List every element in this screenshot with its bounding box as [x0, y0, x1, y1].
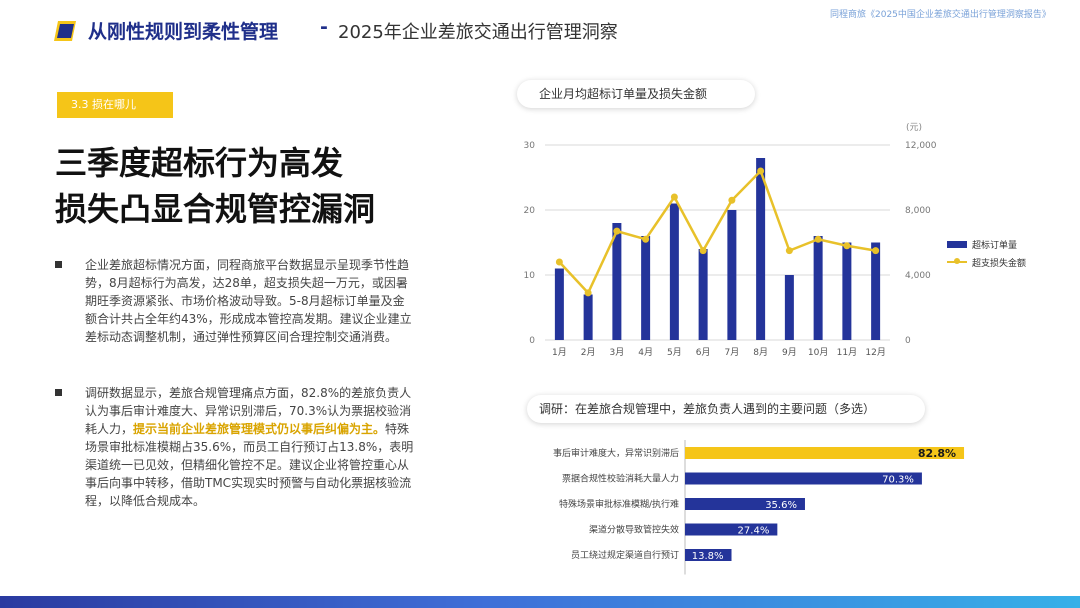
bar-4月: [641, 236, 651, 340]
survey-bar: [685, 523, 778, 536]
survey-bar: [685, 472, 922, 485]
paragraph-1-text: 企业差旅超标情况方面，同程商旅平台数据显示呈现季节性趋势，8月超标行为高发，达2…: [85, 258, 412, 344]
survey-value-label: 82.8%: [918, 447, 956, 460]
survey-value-label: 70.3%: [882, 475, 914, 486]
chart1-legend: 超标订单量 超支损失金额: [947, 236, 1026, 270]
loss-point-9月: [785, 247, 793, 255]
x-tick-label: 2月: [581, 347, 596, 358]
legend-bar-item: 超标订单量: [947, 236, 1026, 252]
header-subtitle: 2025年企业差旅交通出行管理洞察: [338, 22, 618, 43]
header-separator: -: [320, 16, 328, 38]
brand-logo-icon: [54, 21, 76, 41]
loss-point-2月: [584, 289, 592, 297]
x-tick-label: 1月: [552, 347, 567, 358]
loss-point-3月: [613, 227, 621, 235]
x-tick-label: 9月: [782, 347, 797, 358]
bar-2月: [583, 294, 593, 340]
loss-point-10月: [814, 235, 822, 243]
bar-5月: [669, 203, 679, 340]
survey-value-label: 27.4%: [738, 526, 770, 537]
x-tick-label: 8月: [753, 347, 768, 358]
loss-point-11月: [843, 242, 851, 250]
x-tick-label: 6月: [696, 347, 711, 358]
bar-12月: [871, 242, 881, 340]
loss-point-1月: [555, 258, 563, 266]
right-tick-label: 4,000: [905, 271, 931, 281]
left-tick-label: 0: [529, 336, 535, 346]
bar-10月: [813, 236, 823, 340]
loss-point-6月: [699, 247, 707, 255]
paragraph-2-text: 调研数据显示，差旅合规管理痛点方面，82.8%的差旅负责人认为事后审计难度大、异…: [57, 384, 415, 510]
paragraph-2-part-2: 特殊场景审批标准模糊占35.6%，而员工自行预订占13.8%，表明渠道统一已见效…: [85, 422, 414, 508]
x-tick-label: 12月: [865, 347, 885, 358]
survey-category-label: 渠道分散导致管控失效: [589, 524, 679, 536]
x-tick-label: 11月: [837, 347, 857, 358]
survey-bar: [685, 549, 732, 561]
report-name: 同程商旅《2025中国企业差旅交通出行管理洞察报告》: [830, 10, 1051, 20]
bar-8月: [756, 158, 766, 340]
bar-11月: [842, 242, 852, 340]
chart2-svg: 事后审计难度大，异常识别滞后 82.8% 票据合规性校验消耗大量人力 70.3% 特殊场…: [553, 440, 965, 575]
loss-line: [558, 168, 876, 296]
x-tick-label: 4月: [638, 347, 653, 358]
page-headline: 三季度超标行为高发 损失凸显合规管控漏洞: [55, 140, 475, 232]
survey-bar: [685, 447, 965, 459]
chart2-title: 调研：在差旅合规管理中，差旅负责人遇到的主要问题（多选）: [527, 395, 925, 423]
bar-9月: [784, 275, 794, 340]
chart1-right-unit: (元): [906, 123, 923, 133]
right-tick-label: 8,000: [905, 206, 931, 216]
loss-point-4月: [642, 235, 650, 243]
x-tick-label: 3月: [610, 347, 625, 358]
survey-category-label: 事后审计难度大，异常识别滞后: [553, 447, 679, 459]
x-tick-label: 5月: [667, 347, 682, 358]
x-tick-label: 10月: [808, 347, 828, 358]
x-tick-label: 7月: [725, 347, 740, 358]
left-tick-label: 20: [524, 206, 536, 216]
bullet-icon: [55, 389, 62, 396]
survey-category-label: 员工绕过规定渠道自行预订: [571, 549, 679, 561]
chart1-svg: 0 10 20 30 0 4,000 8,000 12,000 1月 2月 3月 4月 5月 6月 7月 8月…: [524, 141, 937, 358]
legend-bar-label: 超标订单量: [972, 240, 1018, 251]
legend-line-item: 超支损失金额: [947, 254, 1026, 270]
left-tick-label: 10: [524, 271, 536, 281]
legend-line-label: 超支损失金额: [972, 258, 1027, 269]
loss-point-5月: [670, 193, 678, 201]
loss-point-12月: [872, 247, 880, 255]
bar-7月: [727, 210, 737, 340]
right-tick-label: 12,000: [905, 141, 937, 151]
left-tick-label: 30: [524, 141, 536, 151]
legend-bar-swatch: [947, 240, 967, 248]
header-title: 从刚性规则到柔性管理: [88, 21, 279, 43]
legend-line-swatch: [947, 258, 967, 264]
headline-line-2: 损失凸显合规管控漏洞: [55, 190, 376, 228]
paragraph-2-highlight: 提示当前企业差旅管理模式仍以事后纠偏为主。: [133, 422, 386, 436]
bar-6月: [698, 249, 708, 340]
right-tick-label: 0: [905, 336, 911, 346]
bullet-icon: [55, 261, 62, 268]
loss-point-7月: [728, 196, 736, 204]
paragraph-2: 调研数据显示，差旅合规管理痛点方面，82.8%的差旅负责人认为事后审计难度大、异…: [55, 384, 415, 510]
survey-bar: [685, 498, 805, 510]
chart1-title: 企业月均超标订单量及损失金额: [517, 80, 755, 108]
bar-3月: [612, 223, 622, 340]
loss-point-8月: [757, 167, 765, 175]
bottom-gradient-bar: [0, 596, 1080, 608]
paragraph-1: 企业差旅超标情况方面，同程商旅平台数据显示呈现季节性趋势，8月超标行为高发，达2…: [55, 256, 415, 346]
survey-value-label: 35.6%: [765, 500, 797, 511]
survey-category-label: 特殊场景审批标准模糊/执行难: [559, 498, 679, 510]
headline-line-1: 三季度超标行为高发: [55, 144, 344, 182]
paragraph-2-part-1: 调研数据显示，差旅合规管理痛点方面，82.8%的差旅负责人认为事后审计难度大、异…: [85, 386, 412, 436]
survey-category-label: 票据合规性校验消耗大量人力: [562, 473, 679, 485]
section-tag: 3.3 损在哪儿: [57, 92, 173, 118]
survey-value-label: 13.8%: [692, 551, 724, 562]
bar-1月: [554, 268, 564, 340]
